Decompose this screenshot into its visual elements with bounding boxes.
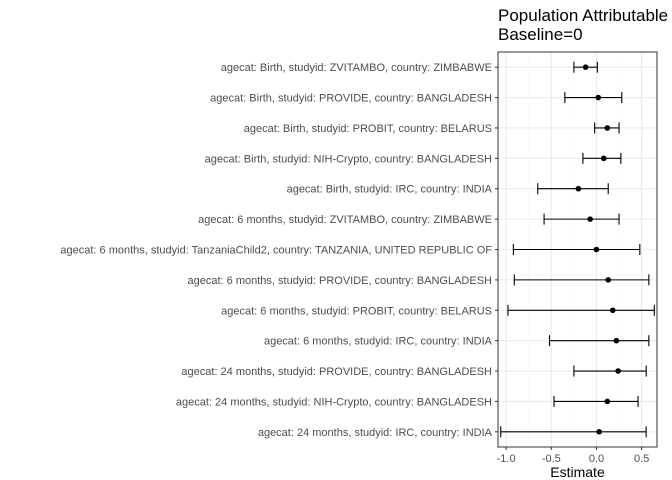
y-tick-label: agecat: 6 months, studyid: TanzaniaChild… (60, 245, 492, 257)
estimate-point (582, 64, 589, 70)
y-tick-label: agecat: Birth, studyid: PROVIDE, country… (210, 93, 492, 105)
estimate-point (613, 337, 620, 344)
x-axis: -1.0 -0.5 0.0 0.5 (497, 447, 649, 465)
y-tick-label: agecat: 6 months, studyid: ZVITAMBO, cou… (198, 214, 492, 226)
estimate-point (596, 429, 602, 435)
y-tick-labels: agecat: Birth, studyid: ZVITAMBO, countr… (60, 62, 498, 439)
y-tick-label: agecat: 6 months, studyid: IRC, country:… (264, 336, 493, 348)
x-tick-label: -1.0 (497, 453, 516, 465)
estimate-point (587, 216, 593, 222)
x-tick-label: -0.5 (542, 453, 561, 465)
estimate-point (604, 398, 611, 405)
y-tick-label: agecat: 24 months, studyid: NIH-Crypto, … (176, 396, 492, 408)
x-tick-label: 0.0 (589, 453, 604, 465)
y-tick-label: agecat: 6 months, studyid: PROVIDE, coun… (188, 275, 493, 287)
estimate-point (600, 155, 607, 162)
y-tick-label: agecat: 6 months, studyid: PROBIT, count… (221, 305, 492, 317)
y-tick-label: agecat: Birth, studyid: ZVITAMBO, countr… (221, 62, 492, 74)
x-axis-title: Estimate (550, 464, 605, 480)
estimate-point (593, 246, 600, 253)
plot-title-line-1: Population Attributable (498, 6, 668, 25)
estimate-point (575, 185, 582, 192)
y-tick-label: agecat: 24 months, studyid: PROVIDE, cou… (181, 366, 492, 378)
estimate-point (605, 277, 612, 283)
estimate-point (609, 307, 616, 314)
y-tick-label: agecat: 24 months, studyid: IRC, country… (258, 427, 493, 439)
estimate-point (604, 125, 611, 131)
y-tick-label: agecat: Birth, studyid: IRC, country: IN… (287, 184, 493, 196)
plot-title-line-2: Baseline=0 (498, 25, 583, 44)
x-tick-label: 0.5 (634, 453, 649, 465)
estimate-point (595, 94, 602, 101)
y-tick-label: agecat: Birth, studyid: NIH-Crypto, coun… (205, 153, 492, 165)
estimate-point (615, 368, 621, 374)
y-tick-label: agecat: Birth, studyid: PROBIT, country:… (244, 123, 492, 135)
panel-border (497, 51, 658, 448)
estimate-marks (497, 51, 658, 448)
